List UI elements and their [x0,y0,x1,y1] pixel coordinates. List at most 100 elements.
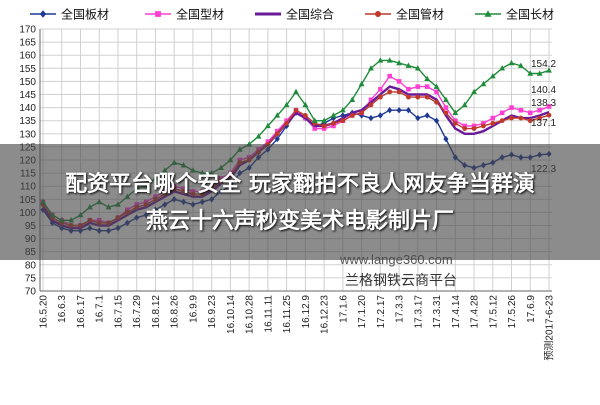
data-point [274,135,280,143]
data-point [302,101,309,108]
data-point [368,97,374,103]
legend-marker [375,11,381,17]
data-point [368,114,374,122]
data-point [499,118,505,124]
data-point [527,118,533,124]
y-tick-label: 130 [19,129,36,140]
data-point [481,121,486,126]
overlay-headline-1: 配资平台哪个安全 玩家翻拍不良人网友争当群演 [65,172,535,197]
watermark-source: 兰格钢铁云商平台 [345,273,457,289]
x-tick-label: 16.5.20 [39,295,50,329]
x-tick-label: 17.1.20 [357,295,368,329]
data-point [340,118,346,124]
x-tick-label: 17.5.12 [488,295,499,329]
x-tick-label: 16.6.3 [57,295,68,323]
legend-marker [155,11,161,17]
data-point [321,120,327,127]
end-value-label: 140.4 [531,85,556,96]
data-point [489,72,496,79]
data-point [414,65,421,71]
data-point [330,114,337,122]
y-tick-label: 80 [25,260,37,271]
data-point [293,88,299,95]
data-point [443,96,449,102]
data-point [293,107,299,113]
end-value-label: 138.3 [531,98,556,109]
x-tick-label: 16.9.9 [188,295,199,323]
data-point [406,86,411,92]
data-point [265,139,271,144]
data-point [340,112,346,119]
data-point [415,84,421,89]
data-point [378,86,383,92]
x-tick-label: 17.3.31 [432,295,443,329]
x-tick-label: 17.5.26 [507,295,518,329]
legend-marker [484,10,492,17]
legend-marker [39,10,47,18]
data-point [546,112,552,118]
legend: 全国板材 全国型材 全国综合 全国管材 全国长材 [30,7,554,22]
data-point [499,110,505,116]
x-tick-label: 17.3.3 [395,295,406,323]
x-tick-label: 16.10.28 [245,295,256,334]
y-tick-label: 140 [19,103,36,114]
x-tick-label: 17.6.9 [526,295,537,323]
data-point [443,110,449,116]
data-point [255,133,262,139]
data-point [349,113,355,118]
data-point [331,120,336,126]
x-tick-label: 16.11.11 [263,295,274,333]
data-point [349,96,356,102]
y-tick-label: 170 [19,25,36,36]
end-value-label: 137.1 [531,118,556,129]
data-point [518,107,524,113]
overlay-headline-2: 燕云十六声秒变美术电影制片厂 [145,209,454,234]
data-point [311,117,318,123]
legend-entry: 全国型材 [176,7,224,22]
data-point [359,110,364,116]
data-point [396,79,402,84]
overlay-banner [0,144,600,260]
data-point [405,62,412,68]
y-tick-label: 145 [19,90,36,101]
x-tick-label: 16.12.9 [301,295,312,329]
data-point [339,107,346,113]
x-tick-label: 16.7.15 [113,295,124,329]
data-point [537,107,542,113]
data-point [424,84,430,89]
data-point [396,89,402,95]
y-tick-label: 165 [19,38,36,49]
x-tick-label: 16.10.14 [226,295,237,334]
data-point [396,59,402,66]
data-point [415,94,421,100]
data-point [517,62,524,68]
data-point [321,117,328,123]
data-point [424,112,430,119]
x-tick-label: 16.6.17 [76,295,87,329]
data-point [434,99,439,105]
data-point [546,104,552,109]
data-point [284,118,289,123]
data-point [481,123,486,129]
data-point [424,75,431,81]
x-tick-label: 17.1.6 [338,295,349,323]
data-point [462,126,468,131]
data-point [406,94,411,100]
x-tick-label: 16.7.1 [95,295,106,323]
data-point [461,101,468,108]
data-point [537,115,543,121]
data-point [452,109,459,116]
legend-entry: 全国管材 [396,7,444,22]
data-point [274,128,280,134]
data-point [434,89,439,95]
y-tick-label: 155 [19,64,36,75]
data-point [518,115,524,121]
data-point [536,70,543,76]
data-point [509,115,514,121]
y-tick-label: 135 [19,116,36,127]
data-point [546,67,552,73]
data-point [443,105,449,110]
x-tick-label: 17.3.17 [413,295,424,329]
y-tick-label: 75 [25,273,37,284]
data-point [377,94,383,100]
